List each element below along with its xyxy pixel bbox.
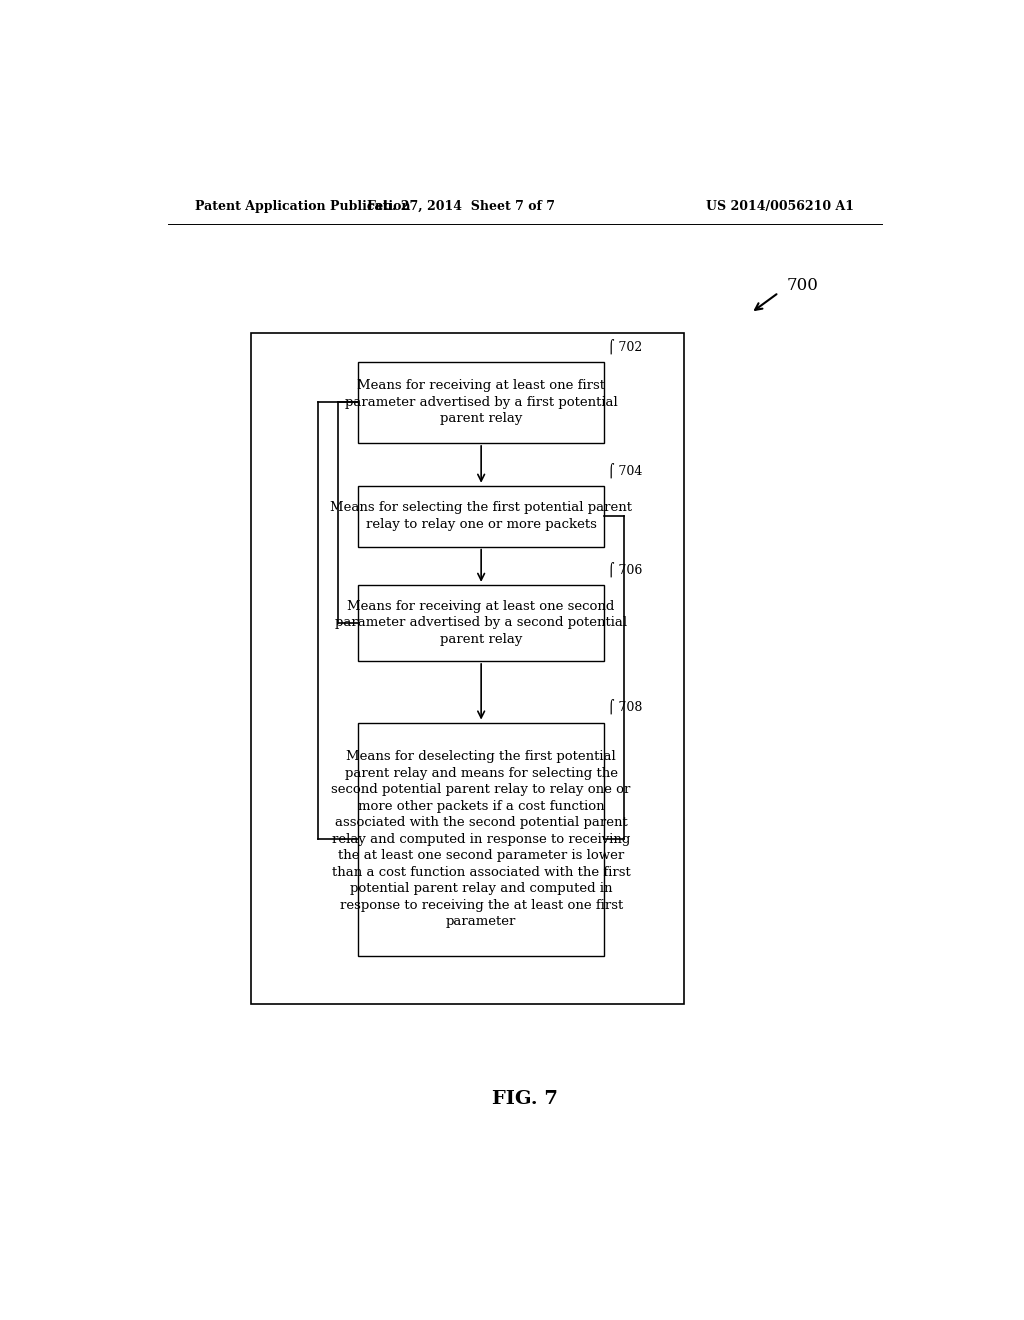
Text: ⌠ 704: ⌠ 704 [608,462,642,478]
Bar [358,585,604,661]
Text: ⌠ 706: ⌠ 706 [608,561,642,577]
Bar [358,722,604,956]
Text: Means for receiving at least one second
parameter advertised by a second potenti: Means for receiving at least one second … [335,599,628,645]
Text: 700: 700 [786,277,818,294]
Text: US 2014/0056210 A1: US 2014/0056210 A1 [707,199,854,213]
Text: ⌠ 702: ⌠ 702 [608,338,642,354]
Text: FIG. 7: FIG. 7 [492,1089,558,1107]
Text: Patent Application Publication: Patent Application Publication [196,199,411,213]
Text: ⌠ 708: ⌠ 708 [608,700,642,714]
Text: Means for receiving at least one first
parameter advertised by a first potential: Means for receiving at least one first p… [345,379,617,425]
Bar [251,333,684,1005]
Bar [358,486,604,546]
Text: Feb. 27, 2014  Sheet 7 of 7: Feb. 27, 2014 Sheet 7 of 7 [368,199,555,213]
Text: Means for deselecting the first potential
parent relay and means for selecting t: Means for deselecting the first potentia… [332,750,631,928]
Bar [358,362,604,444]
Text: Means for selecting the first potential parent
relay to relay one or more packet: Means for selecting the first potential … [330,502,632,531]
